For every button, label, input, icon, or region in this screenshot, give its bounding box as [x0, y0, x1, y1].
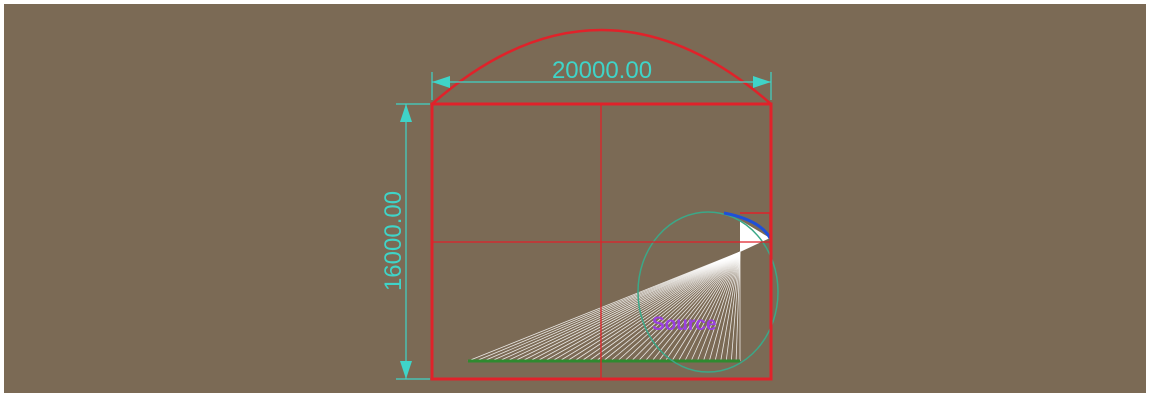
light-ray [574, 251, 741, 362]
width-arrow-right [753, 76, 771, 88]
light-ray [588, 251, 741, 362]
light-ray [638, 251, 741, 362]
light-ray [664, 251, 741, 362]
light-ray [475, 251, 741, 362]
light-ray [566, 251, 741, 362]
source-blue-arc [723, 211, 772, 239]
light-ray [544, 251, 741, 362]
light-ray [506, 251, 741, 362]
light-ray [714, 251, 741, 362]
light-ray [678, 251, 741, 362]
light-ray [521, 251, 741, 362]
light-ray [467, 251, 741, 362]
height-dimension-label: 16000.00 [380, 191, 407, 291]
light-ray [658, 251, 741, 362]
light-ray [644, 251, 741, 362]
light-ray [491, 251, 741, 362]
light-ray [610, 251, 741, 362]
light-ray [690, 251, 741, 362]
light-ray [595, 251, 741, 362]
light-ray [559, 251, 741, 362]
light-ray [483, 251, 741, 362]
light-ray [551, 251, 741, 362]
reflector-wedge [740, 220, 770, 252]
height-arrow-bottom [400, 361, 412, 379]
frame-arch [431, 28, 772, 105]
background-panel [4, 4, 1146, 393]
light-rays [467, 251, 741, 362]
light-ray [696, 251, 741, 362]
light-ray [730, 251, 741, 362]
light-ray [631, 251, 741, 362]
light-ray [624, 251, 741, 362]
height-arrow-top [400, 104, 412, 122]
light-ray [720, 251, 741, 362]
width-dimension-label: 20000.00 [552, 57, 652, 84]
width-dimension: 20000.00 [431, 57, 772, 100]
light-ray [514, 251, 741, 362]
light-ray [684, 251, 741, 362]
light-ray [529, 251, 741, 362]
light-ray [671, 251, 741, 362]
height-dimension: 16000.00 [380, 103, 430, 380]
light-ray [703, 251, 741, 362]
light-ray [498, 251, 741, 362]
light-ray [581, 251, 741, 362]
light-ray [602, 251, 741, 362]
light-ray [617, 251, 741, 362]
light-ray [725, 251, 741, 362]
light-ray [708, 251, 741, 362]
source-circle [637, 211, 779, 373]
source-label: Source [652, 314, 716, 335]
light-ray [735, 251, 741, 362]
width-arrow-left [432, 76, 450, 88]
light-ray [651, 251, 741, 362]
